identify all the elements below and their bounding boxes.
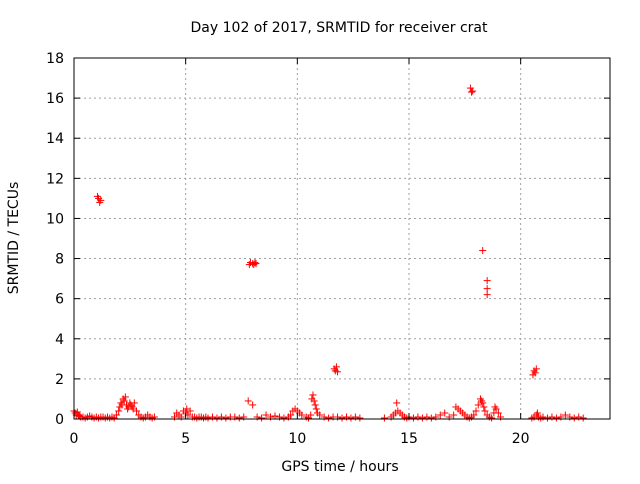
data-point [244, 397, 252, 405]
data-point [252, 260, 260, 268]
y-tick-label: 4 [55, 332, 64, 348]
data-point [204, 414, 212, 422]
data-point [492, 405, 500, 413]
data-point [235, 414, 243, 422]
data-point [436, 411, 444, 419]
data-point [249, 401, 257, 409]
data-point [262, 411, 270, 419]
data-point [347, 414, 355, 422]
y-tick-label: 2 [55, 372, 64, 388]
x-tick-label: 20 [512, 431, 530, 447]
data-point [73, 408, 81, 416]
data-point [186, 407, 194, 415]
data-point [338, 414, 346, 422]
data-point [280, 414, 288, 422]
data-point [222, 414, 230, 422]
data-point [213, 414, 221, 422]
data-point [468, 88, 476, 96]
data-point [533, 409, 541, 417]
data-point [97, 196, 105, 204]
data-point [311, 401, 319, 409]
chart-title: Day 102 of 2017, SRMTID for receiver cra… [191, 20, 488, 36]
data-point [115, 407, 123, 415]
data-point [483, 291, 491, 299]
y-tick-label: 18 [46, 51, 64, 67]
data-point [543, 414, 551, 422]
y-tick-label: 8 [55, 252, 64, 268]
data-point [307, 411, 315, 419]
data-point [409, 414, 417, 422]
data-point [479, 247, 487, 255]
data-point [494, 409, 502, 417]
data-point [552, 414, 560, 422]
data-point [309, 391, 317, 399]
y-tick-label: 10 [46, 211, 64, 227]
data-point [570, 414, 578, 422]
data-point [427, 414, 435, 422]
y-tick-label: 0 [55, 412, 64, 428]
data-point [312, 405, 320, 413]
x-tick-label: 10 [288, 431, 306, 447]
x-tick-label: 0 [70, 431, 79, 447]
y-tick-label: 6 [55, 292, 64, 308]
data-point [474, 401, 482, 409]
data-point [532, 365, 540, 373]
data-point [488, 414, 496, 422]
data-point [469, 87, 477, 95]
y-tick-label: 16 [46, 91, 64, 107]
data-point [380, 414, 388, 422]
data-point [579, 414, 587, 422]
data-point [441, 409, 449, 417]
data-point [480, 403, 488, 411]
data-point [325, 414, 333, 422]
x-tick-label: 5 [181, 431, 190, 447]
data-point [481, 407, 489, 415]
data-point [76, 412, 84, 420]
y-tick-label: 14 [46, 131, 64, 147]
data-point [483, 285, 491, 293]
data-point [418, 414, 426, 422]
data-point [356, 414, 364, 422]
data-point [271, 412, 279, 420]
data-point [483, 277, 491, 285]
data-point [393, 399, 401, 407]
grid [74, 58, 610, 419]
data-point [121, 393, 129, 401]
data-point [310, 397, 318, 405]
x-axis-label: GPS time / hours [281, 459, 398, 475]
data-point [531, 369, 539, 377]
data-point [130, 399, 138, 407]
data-point [479, 399, 487, 407]
data-point [472, 407, 480, 415]
y-axis-label: SRMTID / TECUs [6, 182, 22, 295]
data-points [70, 84, 587, 422]
data-point [298, 411, 306, 419]
data-point [258, 414, 266, 422]
data-point [561, 411, 569, 419]
plot-frame [73, 57, 611, 420]
x-tick-label: 15 [400, 431, 418, 447]
y-tick-label: 12 [46, 171, 64, 187]
data-point [470, 411, 478, 419]
axis-ticks: 0 2 4 6 8 10 12 14 16 18 0 5 10 15 20 [46, 51, 610, 447]
data-point [450, 411, 458, 419]
data-point [112, 411, 120, 419]
data-point [133, 407, 141, 415]
data-point [316, 411, 324, 419]
data-point [334, 368, 342, 376]
data-point [332, 363, 340, 371]
data-point [120, 397, 128, 405]
data-point [251, 259, 259, 267]
data-point [287, 411, 295, 419]
